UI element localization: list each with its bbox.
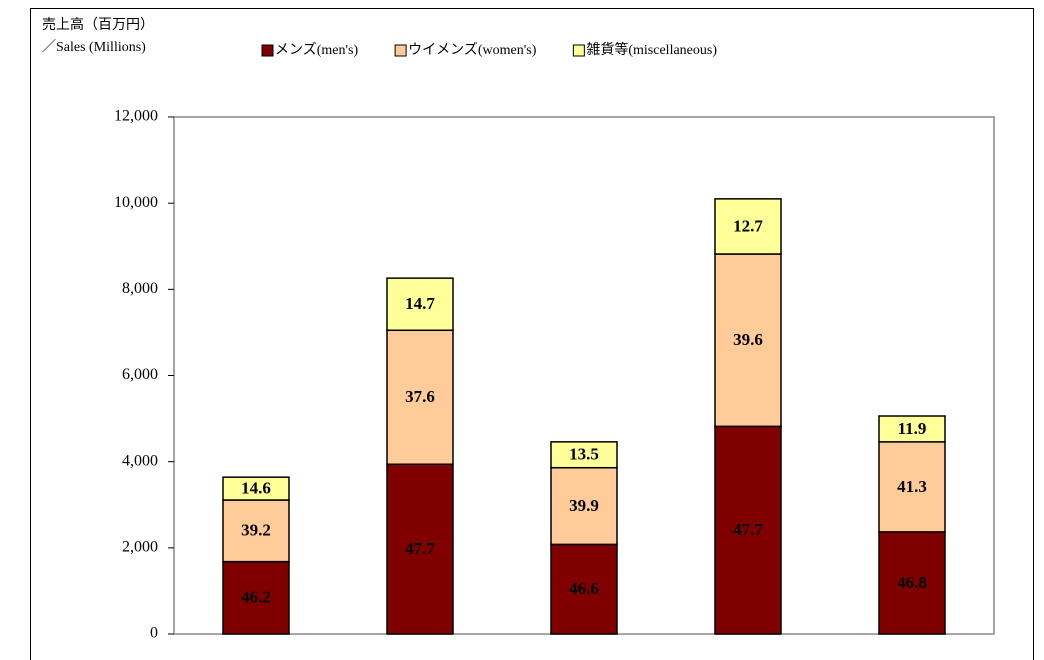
- data-label: 37.6: [405, 387, 435, 406]
- y-tick-label: 4,000: [122, 452, 158, 469]
- data-label: 14.7: [405, 294, 435, 313]
- bar-segment: [386, 277, 454, 332]
- legend-swatch: [261, 44, 274, 57]
- data-label: 11.9: [898, 419, 927, 438]
- chart-frame: [30, 8, 1034, 660]
- data-label: 13.5: [569, 445, 599, 464]
- y-tick-label: 10,000: [114, 194, 158, 211]
- y-tick-label: 0: [150, 625, 158, 642]
- y-tick-label: 8,000: [122, 280, 158, 297]
- bar-segment: [550, 466, 618, 546]
- legend-swatch: [394, 44, 407, 57]
- legend-label: ウイメンズ(women's): [408, 42, 537, 58]
- data-label: 39.2: [241, 521, 271, 540]
- y-tick-label: 12,000: [114, 108, 158, 125]
- bar-segment: [714, 425, 782, 635]
- legend-label: メンズ(men's): [275, 42, 358, 58]
- bar-segment: [550, 441, 618, 469]
- data-label: 12.7: [733, 216, 763, 235]
- data-label: 47.7: [733, 520, 763, 539]
- bar-segment: [222, 560, 290, 635]
- y-axis-label: ／Sales (Millions): [42, 39, 146, 55]
- bar-segment: [878, 531, 946, 635]
- bar-segment: [386, 463, 454, 635]
- data-label: 46.8: [897, 573, 927, 592]
- y-axis-label: 売上高（百万円）: [42, 16, 154, 33]
- bar-segment: [714, 198, 782, 255]
- data-label: 47.7: [405, 539, 435, 558]
- data-label: 46.2: [241, 588, 271, 607]
- data-label: 41.3: [897, 477, 927, 496]
- legend-swatch: [572, 44, 585, 57]
- bar-segment: [222, 476, 290, 501]
- legend-label: 雑貨等(miscellaneous): [586, 41, 717, 58]
- y-tick-label: 2,000: [122, 539, 158, 556]
- bar-segment: [386, 329, 454, 466]
- data-label: 39.9: [569, 496, 599, 515]
- y-tick-label: 6,000: [122, 366, 158, 383]
- data-label: 14.6: [241, 479, 271, 498]
- data-label: 46.6: [569, 579, 599, 598]
- data-label: 39.6: [733, 330, 763, 349]
- bar-segment: [714, 253, 782, 428]
- bar-segment: [878, 415, 946, 443]
